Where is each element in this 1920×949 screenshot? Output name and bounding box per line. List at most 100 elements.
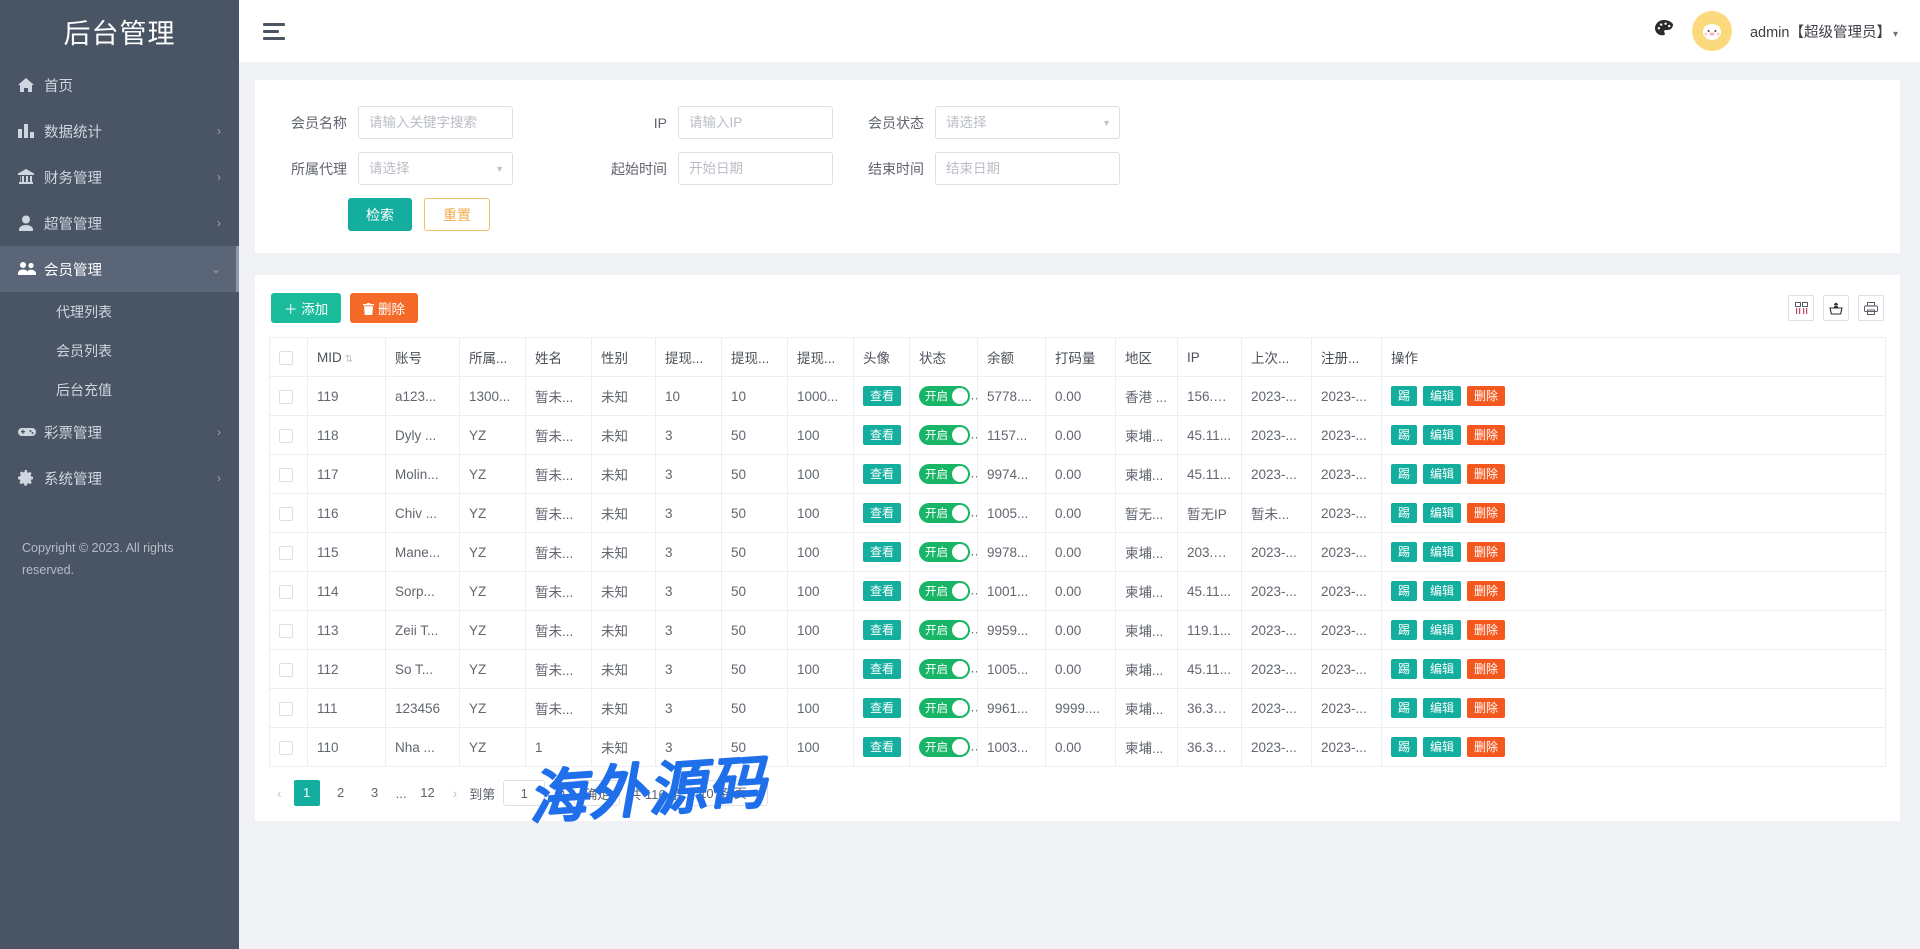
row-checkbox[interactable] (279, 467, 293, 482)
kick-button[interactable]: 踢 (1391, 580, 1418, 602)
sidebar-subitem-backend-recharge[interactable]: 后台充值 (0, 370, 239, 409)
goto-page-input[interactable] (503, 780, 546, 806)
kick-button[interactable]: 踢 (1391, 736, 1418, 758)
end-date-input[interactable] (935, 152, 1120, 185)
view-avatar-button[interactable]: 查看 (863, 619, 902, 641)
status-toggle[interactable]: 开启 (919, 464, 970, 484)
kick-button[interactable]: 踢 (1391, 463, 1418, 485)
kick-button[interactable]: 踢 (1391, 385, 1418, 407)
status-toggle[interactable]: 开启 (919, 698, 970, 718)
print-icon[interactable] (1858, 295, 1884, 321)
sidebar-subitem-member-list[interactable]: 会员列表 (0, 331, 239, 370)
sort-icon[interactable]: ⇅ (344, 353, 353, 365)
row-checkbox[interactable] (279, 662, 293, 677)
sidebar-item-finance[interactable]: 财务管理 › (0, 154, 239, 200)
row-checkbox[interactable] (279, 701, 293, 716)
sidebar-item-data-stats[interactable]: 数据统计 › (0, 108, 239, 154)
delete-button[interactable]: 删除 (350, 293, 419, 323)
delete-row-button[interactable]: 删除 (1467, 502, 1506, 524)
view-avatar-button[interactable]: 查看 (863, 580, 902, 602)
status-toggle[interactable]: 开启 (919, 581, 970, 601)
kick-button[interactable]: 踢 (1391, 502, 1418, 524)
status-toggle[interactable]: 开启 (919, 386, 970, 406)
prev-page-button[interactable]: ‹ (277, 785, 282, 801)
select-all-checkbox[interactable] (279, 350, 293, 365)
edit-button[interactable]: 编辑 (1423, 424, 1462, 446)
delete-row-button[interactable]: 删除 (1467, 658, 1506, 680)
sidebar-subitem-agent-list[interactable]: 代理列表 (0, 292, 239, 331)
status-toggle[interactable]: 开启 (919, 503, 970, 523)
palette-icon[interactable] (1654, 19, 1674, 43)
delete-row-button[interactable]: 删除 (1467, 463, 1506, 485)
view-avatar-button[interactable]: 查看 (863, 463, 902, 485)
member-name-input[interactable] (358, 106, 513, 139)
sidebar-item-lottery[interactable]: 彩票管理 › (0, 409, 239, 455)
kick-button[interactable]: 踢 (1391, 658, 1418, 680)
row-checkbox[interactable] (279, 428, 293, 443)
kick-button[interactable]: 踢 (1391, 697, 1418, 719)
view-avatar-button[interactable]: 查看 (863, 385, 902, 407)
edit-button[interactable]: 编辑 (1423, 658, 1462, 680)
edit-button[interactable]: 编辑 (1423, 541, 1462, 563)
delete-row-button[interactable]: 删除 (1467, 541, 1506, 563)
edit-button[interactable]: 编辑 (1423, 385, 1462, 407)
next-page-button[interactable]: › (452, 785, 458, 801)
edit-button[interactable]: 编辑 (1423, 697, 1462, 719)
hamburger-icon[interactable] (263, 19, 285, 44)
delete-row-button[interactable]: 删除 (1467, 697, 1506, 719)
status-toggle[interactable]: 开启 (919, 542, 970, 562)
view-avatar-button[interactable]: 查看 (863, 502, 902, 524)
view-avatar-button[interactable]: 查看 (863, 736, 902, 758)
delete-row-button[interactable]: 删除 (1467, 424, 1506, 446)
delete-row-button[interactable]: 删除 (1467, 385, 1506, 407)
kick-button[interactable]: 踢 (1391, 619, 1418, 641)
delete-row-button[interactable]: 删除 (1467, 580, 1506, 602)
row-checkbox[interactable] (279, 740, 293, 755)
page-size-select[interactable]: 10 条/页 (690, 780, 769, 806)
sidebar-item-system[interactable]: 系统管理 › (0, 455, 239, 501)
row-checkbox[interactable] (279, 623, 293, 638)
status-toggle[interactable]: 开启 (919, 425, 970, 445)
view-avatar-button[interactable]: 查看 (863, 697, 902, 719)
export-icon[interactable] (1823, 295, 1849, 321)
sidebar-item-home[interactable]: 首页 (0, 62, 239, 108)
reset-button[interactable]: 重置 (424, 198, 490, 231)
sidebar-item-member-management[interactable]: 会员管理 ⌄ (0, 246, 239, 292)
row-checkbox[interactable] (279, 389, 293, 404)
kick-button[interactable]: 踢 (1391, 424, 1418, 446)
goto-confirm-button[interactable]: 确定 (574, 780, 621, 806)
delete-row-button[interactable]: 删除 (1467, 619, 1506, 641)
row-checkbox[interactable] (279, 584, 293, 599)
edit-button[interactable]: 编辑 (1423, 502, 1462, 524)
start-date-input[interactable] (678, 152, 833, 185)
edit-button[interactable]: 编辑 (1423, 463, 1462, 485)
row-checkbox[interactable] (279, 506, 293, 521)
page-1-button[interactable]: 1 (293, 780, 320, 806)
edit-button[interactable]: 编辑 (1423, 580, 1462, 602)
add-button[interactable]: ＋ 添加 (271, 293, 342, 323)
column-settings-icon[interactable] (1788, 295, 1814, 321)
view-avatar-button[interactable]: 查看 (863, 424, 902, 446)
user-menu[interactable]: admin【超级管理员】 ▾ (1750, 21, 1898, 42)
page-ellipsis[interactable]: ... (395, 785, 407, 801)
edit-button[interactable]: 编辑 (1423, 619, 1462, 641)
kick-button[interactable]: 踢 (1391, 541, 1418, 563)
page-3-button[interactable]: 3 (371, 785, 379, 800)
agent-select[interactable] (358, 152, 513, 185)
col-mid[interactable]: MID ⇅ (307, 337, 386, 377)
delete-row-button[interactable]: 删除 (1467, 736, 1506, 758)
search-button[interactable]: 检索 (348, 198, 412, 231)
view-avatar-button[interactable]: 查看 (863, 658, 902, 680)
page-2-button[interactable]: 2 (337, 785, 345, 800)
avatar[interactable] (1691, 11, 1732, 51)
ip-input[interactable] (678, 106, 833, 139)
member-status-select[interactable] (935, 106, 1120, 139)
view-avatar-button[interactable]: 查看 (863, 541, 902, 563)
status-toggle[interactable]: 开启 (919, 737, 970, 757)
edit-button[interactable]: 编辑 (1423, 736, 1462, 758)
sidebar-item-superadmin[interactable]: 超管管理 › (0, 200, 239, 246)
row-checkbox[interactable] (279, 545, 293, 560)
status-toggle[interactable]: 开启 (919, 659, 970, 679)
page-last-button[interactable]: 12 (420, 785, 435, 800)
status-toggle[interactable]: 开启 (919, 620, 970, 640)
